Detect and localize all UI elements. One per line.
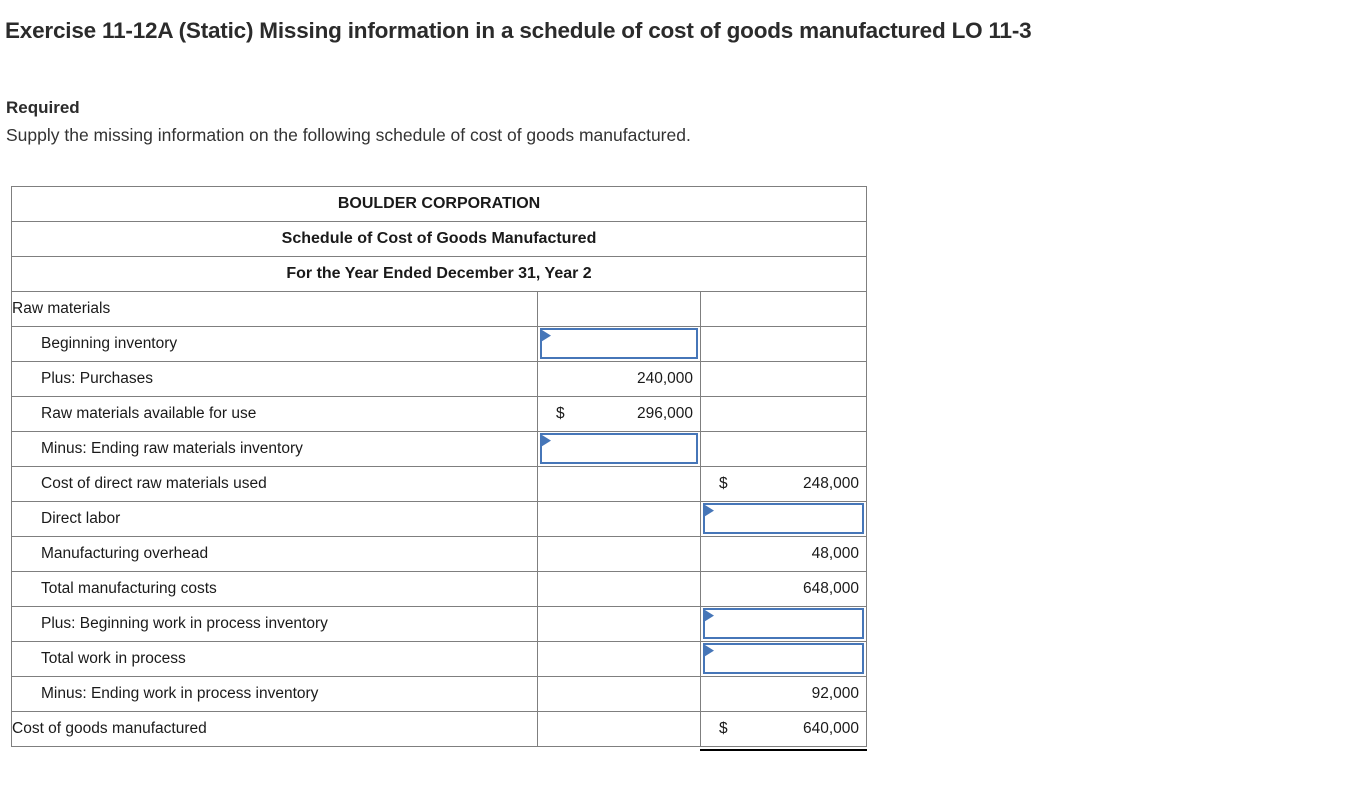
row-label: Beginning inventory: [11, 326, 538, 362]
row-label: Plus: Purchases: [11, 361, 538, 397]
empty-cell: [699, 431, 868, 467]
empty-cell: [537, 291, 701, 327]
total-wip-input[interactable]: [703, 643, 865, 674]
row-label: Manufacturing overhead: [11, 536, 538, 572]
amount-value: 240,000: [636, 370, 693, 387]
empty-cell: [537, 466, 701, 502]
instruction-text: Supply the missing information on the fo…: [6, 125, 691, 145]
table-row: Total work in process: [11, 641, 868, 677]
amount-cell: 240,000: [537, 361, 701, 397]
amount-value: 640,000: [803, 720, 860, 737]
table-row: Raw materials available for use $ 296,00…: [11, 396, 868, 432]
cell-flag-icon: [705, 610, 714, 622]
currency-symbol: $: [719, 475, 728, 492]
currency-symbol: $: [556, 405, 565, 422]
cell-flag-icon: [705, 645, 714, 657]
input-cell: [537, 431, 701, 467]
row-label: Minus: Ending raw materials inventory: [11, 431, 538, 467]
cell-flag-icon: [705, 505, 714, 517]
table-row: Cost of direct raw materials used $ 248,…: [11, 466, 868, 502]
amount-value: 92,000: [811, 685, 860, 702]
input-cell: [699, 606, 868, 642]
table-row: Raw materials: [11, 291, 868, 327]
amount-cell: $ 296,000: [537, 396, 701, 432]
schedule-title-header: Schedule of Cost of Goods Manufactured: [10, 221, 868, 257]
amount-cell: $ 248,000: [699, 466, 868, 502]
empty-cell: [537, 571, 701, 607]
amount-cell: $ 640,000: [699, 711, 868, 752]
row-label: Minus: Ending work in process inventory: [11, 676, 538, 712]
page-title: Exercise 11-12A (Static) Missing informa…: [5, 18, 1032, 43]
empty-cell: [537, 501, 701, 537]
table-row: Minus: Ending raw materials inventory: [11, 431, 868, 467]
required-heading: Required: [6, 98, 80, 117]
table-row: Manufacturing overhead 48,000: [11, 536, 868, 572]
amount-cell: 48,000: [699, 536, 868, 572]
amount-cell: 648,000: [699, 571, 868, 607]
cost-of-goods-manufactured-table: BOULDER CORPORATION Schedule of Cost of …: [10, 186, 868, 752]
empty-cell: [537, 676, 701, 712]
input-cell: [699, 501, 868, 537]
amount-value: 648,000: [803, 580, 860, 597]
amount-value: 48,000: [811, 545, 860, 562]
empty-cell: [537, 606, 701, 642]
beginning-wip-input[interactable]: [703, 608, 865, 639]
table-row: Cost of goods manufactured $ 640,000: [11, 711, 868, 752]
table-row: Plus: Beginning work in process inventor…: [11, 606, 868, 642]
row-label: Total work in process: [11, 641, 538, 677]
row-label: Raw materials: [11, 291, 538, 327]
period-header: For the Year Ended December 31, Year 2: [10, 256, 868, 292]
table-header-row: Schedule of Cost of Goods Manufactured: [10, 221, 868, 257]
amount-value: 296,000: [636, 405, 693, 422]
row-label: Total manufacturing costs: [11, 571, 538, 607]
table-row: Direct labor: [11, 501, 868, 537]
empty-cell: [699, 361, 868, 397]
table-header-row: BOULDER CORPORATION: [10, 186, 868, 222]
row-label: Cost of goods manufactured: [11, 711, 538, 747]
empty-cell: [699, 326, 868, 362]
empty-cell: [699, 291, 868, 327]
empty-cell: [537, 711, 701, 747]
amount-value: 248,000: [803, 475, 860, 492]
company-name-header: BOULDER CORPORATION: [10, 186, 868, 222]
row-label: Cost of direct raw materials used: [11, 466, 538, 502]
amount-cell: 92,000: [699, 676, 868, 712]
cell-flag-icon: [542, 330, 551, 342]
input-cell: [537, 326, 701, 362]
row-label: Plus: Beginning work in process inventor…: [11, 606, 538, 642]
beginning-inventory-input[interactable]: [540, 328, 698, 359]
row-label: Direct labor: [11, 501, 538, 537]
currency-symbol: $: [719, 720, 728, 737]
table-row: Minus: Ending work in process inventory …: [11, 676, 868, 712]
direct-labor-input[interactable]: [703, 503, 865, 534]
table-row: Beginning inventory: [11, 326, 868, 362]
ending-raw-materials-input[interactable]: [540, 433, 698, 464]
input-cell: [699, 641, 868, 677]
empty-cell: [537, 641, 701, 677]
table-row: Plus: Purchases 240,000: [11, 361, 868, 397]
table-header-row: For the Year Ended December 31, Year 2: [10, 256, 868, 292]
empty-cell: [537, 536, 701, 572]
cell-flag-icon: [542, 435, 551, 447]
row-label: Raw materials available for use: [11, 396, 538, 432]
table-row: Total manufacturing costs 648,000: [11, 571, 868, 607]
empty-cell: [699, 396, 868, 432]
